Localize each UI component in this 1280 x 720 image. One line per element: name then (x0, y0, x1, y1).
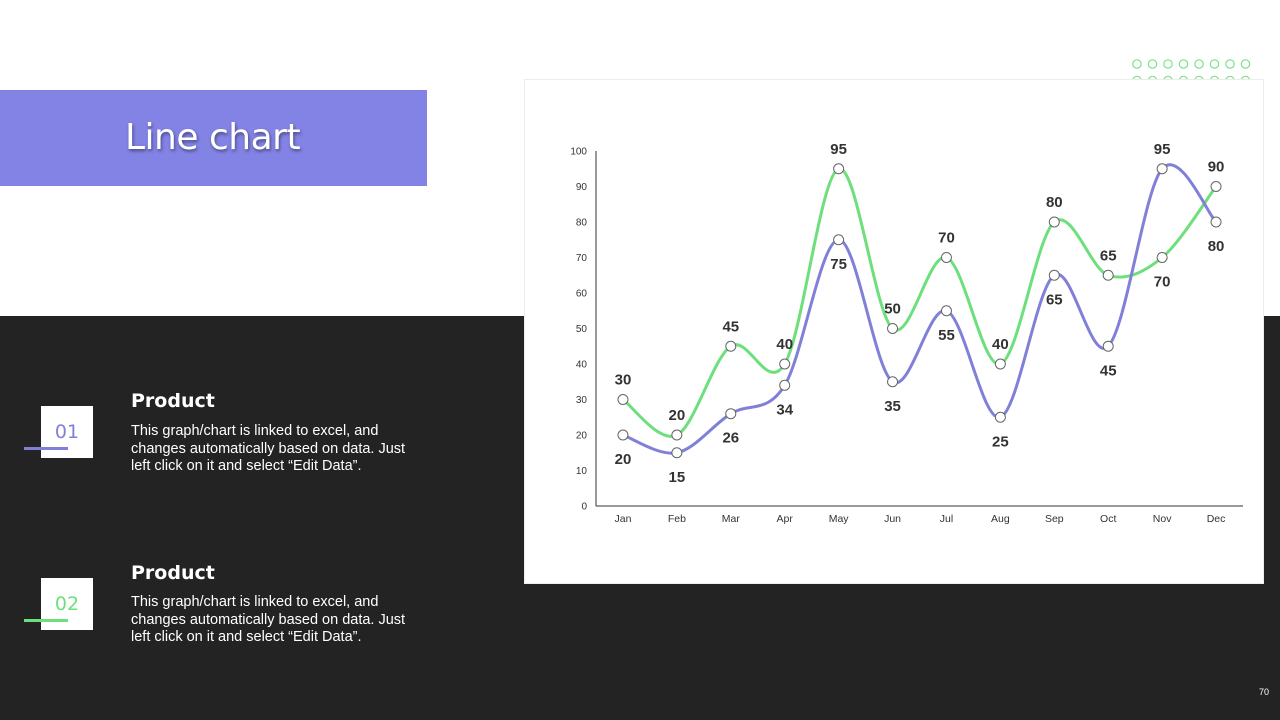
item-description-01: This graph/chart is linked to excel, and… (131, 423, 406, 474)
x-tick-label: May (829, 513, 850, 525)
slide-title: Line chart (125, 117, 301, 158)
data-point-purple[interactable] (1048, 269, 1060, 281)
data-point-green[interactable] (833, 163, 845, 175)
data-point-purple[interactable] (617, 429, 629, 441)
x-tick-label: Jul (940, 513, 953, 525)
data-point-purple[interactable] (779, 379, 791, 391)
x-tick-label: Dec (1207, 513, 1226, 525)
series-line-purple[interactable] (622, 163, 1218, 455)
data-point-green[interactable] (671, 429, 683, 441)
data-point-purple[interactable] (671, 447, 683, 459)
x-tick-label: Feb (668, 513, 686, 525)
data-label: 95 (1154, 141, 1171, 158)
data-point-purple[interactable] (1210, 216, 1222, 228)
decorative-dot (1147, 59, 1158, 69)
y-tick-label: 100 (570, 147, 587, 158)
x-tick-label: Sep (1045, 513, 1064, 525)
data-label: 80 (1208, 238, 1225, 255)
data-label: 70 (1154, 274, 1171, 291)
data-point-purple[interactable] (994, 411, 1006, 423)
data-point-purple[interactable] (833, 234, 845, 246)
decorative-dot (1225, 59, 1235, 69)
item-number-badge-02: 02 (41, 578, 93, 630)
data-point-green[interactable] (1048, 216, 1060, 228)
y-tick-label: 70 (576, 253, 588, 264)
decorative-dot (1194, 59, 1204, 69)
item-accent-line-01 (24, 447, 68, 450)
data-label: 20 (615, 451, 632, 468)
x-tick-label: Jan (614, 513, 631, 525)
item-title-01: Product (131, 390, 215, 412)
title-banner (0, 90, 427, 186)
y-tick-label: 50 (576, 324, 588, 335)
data-label: 95 (830, 141, 847, 158)
data-point-purple[interactable] (725, 408, 737, 420)
data-label: 30 (615, 372, 632, 389)
data-label: 15 (669, 469, 686, 486)
data-label: 90 (1208, 159, 1225, 176)
data-label: 45 (1100, 362, 1117, 379)
decorative-dot (1178, 59, 1189, 69)
decorative-dot (1240, 59, 1251, 69)
y-tick-label: 20 (576, 431, 588, 442)
data-point-green[interactable] (1156, 252, 1168, 263)
data-label: 65 (1046, 291, 1063, 308)
page-number: 70 (1258, 687, 1269, 697)
data-label: 35 (884, 398, 901, 415)
data-label: 50 (884, 301, 901, 318)
data-point-purple[interactable] (1156, 163, 1168, 175)
data-label: 25 (992, 433, 1009, 450)
data-point-purple[interactable] (887, 376, 899, 388)
data-label: 65 (1100, 247, 1117, 264)
data-label: 40 (776, 336, 793, 353)
data-point-green[interactable] (1102, 269, 1114, 281)
x-tick-label: Jun (884, 513, 901, 525)
decorative-dot (1209, 59, 1220, 69)
decorative-dot (1163, 59, 1173, 69)
y-tick-label: 40 (576, 360, 588, 371)
item-accent-line-02 (24, 619, 68, 622)
data-point-green[interactable] (725, 340, 737, 352)
y-tick-label: 30 (576, 395, 588, 406)
data-label: 70 (938, 230, 955, 247)
item-description-02: This graph/chart is linked to excel, and… (131, 594, 406, 645)
data-point-green[interactable] (887, 323, 899, 334)
data-label: 40 (992, 336, 1009, 353)
data-label: 45 (722, 318, 739, 335)
data-label: 26 (722, 430, 739, 447)
y-tick-label: 10 (576, 466, 588, 477)
decorative-dot (1132, 59, 1142, 69)
data-point-green[interactable] (779, 358, 791, 370)
item-title-02: Product (131, 562, 215, 584)
data-point-green[interactable] (617, 394, 629, 405)
data-label: 80 (1046, 194, 1063, 211)
x-tick-label: Apr (777, 513, 794, 525)
data-point-green[interactable] (1210, 181, 1222, 192)
data-label: 34 (776, 401, 793, 418)
y-tick-label: 0 (581, 502, 587, 513)
data-point-green[interactable] (940, 252, 952, 263)
data-point-purple[interactable] (940, 305, 952, 317)
data-label: 20 (669, 407, 686, 424)
item-number-badge-01: 01 (41, 406, 93, 458)
data-label: 55 (938, 327, 955, 344)
data-point-green[interactable] (994, 358, 1006, 370)
data-label: 75 (830, 256, 847, 273)
chart-card[interactable]: 0 10 20 30 40 50 60 70 80 90 100 Jan Feb Mar Apr May Jun… (524, 79, 1264, 584)
y-tick-label: 60 (576, 289, 588, 300)
line-chart[interactable]: 0 10 20 30 40 50 60 70 80 90 100 Jan Feb Mar Apr May Jun… (525, 80, 1265, 585)
x-tick-label: Nov (1153, 513, 1172, 525)
x-tick-label: Aug (991, 513, 1010, 525)
y-tick-label: 90 (576, 182, 588, 193)
x-tick-label: Oct (1100, 513, 1116, 525)
x-tick-label: Mar (722, 513, 741, 525)
data-point-purple[interactable] (1102, 340, 1114, 352)
series-line-green[interactable] (622, 167, 1218, 438)
y-tick-label: 80 (576, 218, 588, 229)
